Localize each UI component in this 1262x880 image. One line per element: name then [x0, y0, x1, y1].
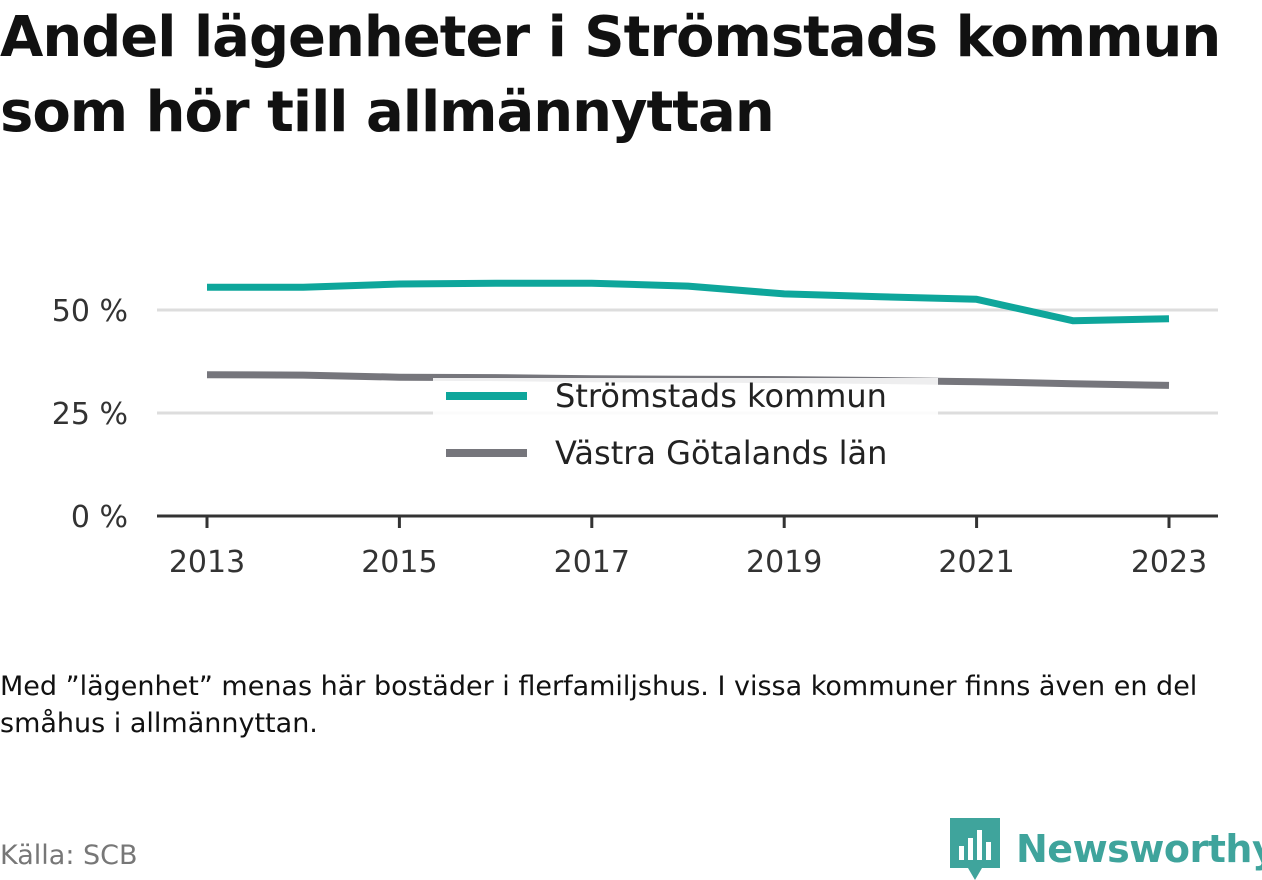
- x-tick-label: 2013: [169, 545, 245, 580]
- brand-name: Newsworthy: [1016, 827, 1262, 871]
- brand-logo[interactable]: Newsworthy: [950, 818, 1262, 880]
- newsworthy-bar-chart-icon: [950, 818, 1000, 880]
- x-tick-label: 2021: [938, 545, 1014, 580]
- x-tick-label: 2017: [554, 545, 630, 580]
- series-line-stromstad: [207, 279, 1170, 325]
- series-lines: [206, 279, 1170, 389]
- y-tick-label: 0 %: [71, 500, 128, 535]
- legend-item-stromstad-label: Strömstads kommun: [555, 377, 887, 415]
- source-label: Källa: SCB: [0, 840, 138, 871]
- y-tick-label: 25 %: [52, 397, 128, 432]
- x-tick-label: 2015: [361, 545, 437, 580]
- x-axis-ticks: 2013 2015 2017 2019 2021 2023: [169, 516, 1207, 580]
- footnote: Med ”lägenhet” menas här bostäder i fler…: [0, 671, 1198, 739]
- legend-item-vastra-gotaland-label: Västra Götalands län: [555, 434, 887, 472]
- y-axis-labels: 0 % 25 % 50 %: [52, 294, 128, 535]
- chart-title: Andel lägenheter i Strömstads kommun som…: [0, 5, 1221, 145]
- legend: Strömstads kommun Västra Götalands län: [433, 377, 938, 482]
- line-chart: 0 % 25 % 50 % 2013 2015 2017 2019 2021 2023 Str…: [52, 279, 1218, 580]
- x-tick-label: 2019: [746, 545, 822, 580]
- y-tick-label: 50 %: [52, 294, 128, 329]
- x-tick-label: 2023: [1131, 545, 1207, 580]
